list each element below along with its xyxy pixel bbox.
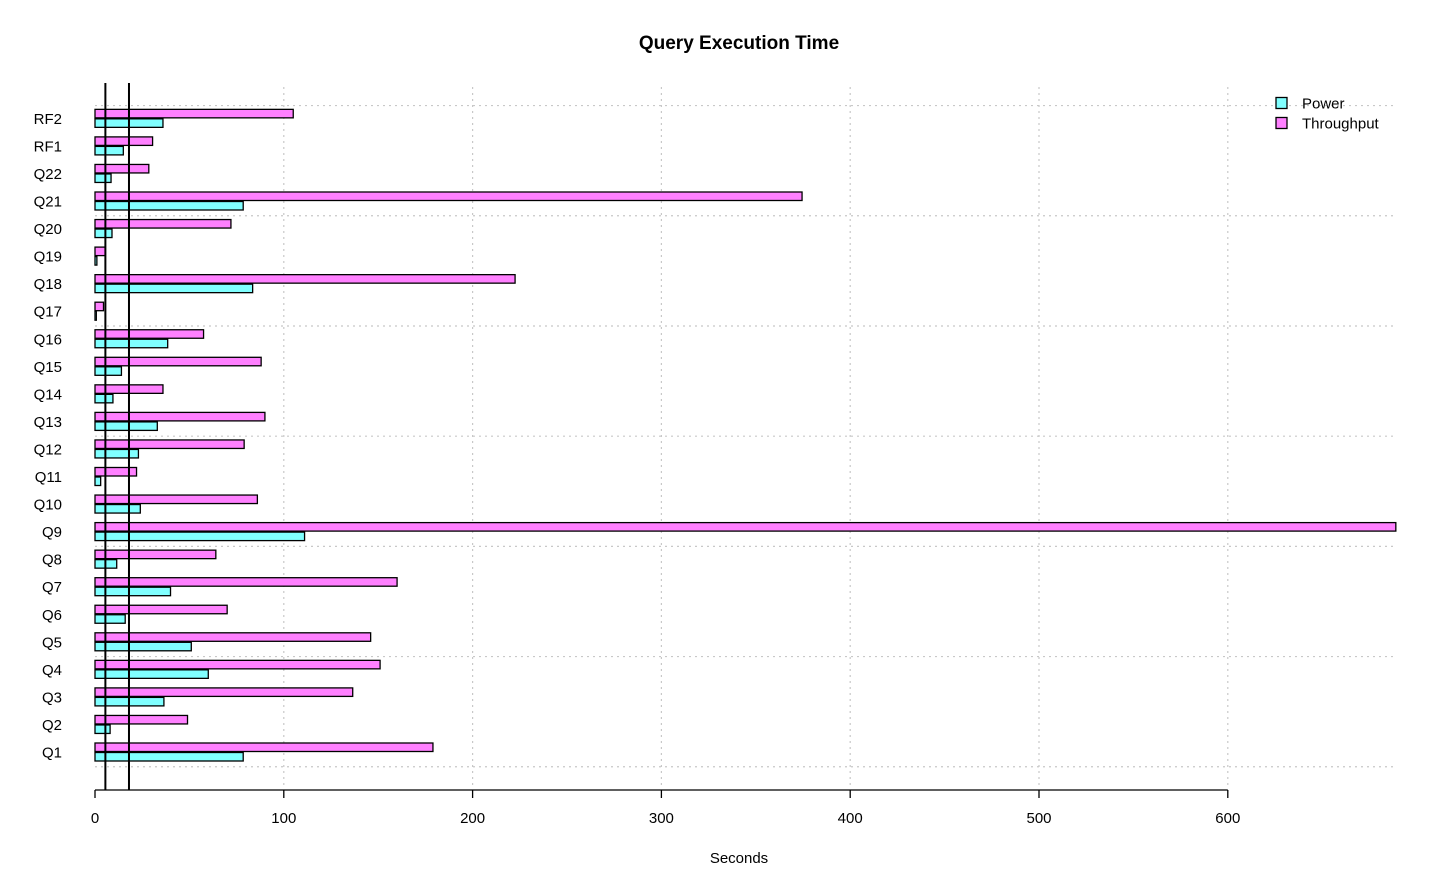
bar-throughput-q9 — [94, 521, 1397, 532]
category-label: RF1 — [34, 138, 62, 155]
chart-title: Query Execution Time — [639, 33, 839, 54]
bar-throughput-q17 — [94, 301, 105, 312]
bar-throughput-q2 — [94, 714, 189, 725]
legend-label-power: Power — [1302, 96, 1345, 113]
bar-throughput-q13 — [94, 411, 266, 422]
legend-swatch-throughput — [1275, 116, 1288, 130]
x-tick-label: 400 — [838, 810, 863, 827]
bar-throughput-q3 — [94, 687, 354, 698]
category-label: Q22 — [34, 166, 62, 183]
bar-throughput-q4 — [94, 659, 381, 670]
bar-power-q6 — [94, 614, 126, 624]
bar-throughput-q8 — [94, 549, 217, 560]
bar-throughput-q15 — [94, 356, 262, 367]
bar-power-q13 — [94, 421, 158, 432]
bar-power-q11 — [94, 476, 102, 487]
bar-power-q20 — [94, 228, 113, 239]
category-label: Q19 — [34, 249, 62, 266]
bar-power-q22 — [94, 173, 112, 184]
legend-swatch-power — [1275, 96, 1288, 110]
bar-throughput-q7 — [94, 577, 398, 587]
bar-throughput-q20 — [94, 218, 232, 229]
category-label: Q17 — [34, 304, 62, 321]
bar-throughput-rf1 — [94, 136, 154, 147]
bar-power-q15 — [94, 366, 123, 376]
category-label: Q11 — [35, 469, 62, 486]
x-tick-label: 600 — [1215, 810, 1240, 827]
bar-power-q17 — [94, 311, 97, 321]
category-label: Q4 — [42, 662, 62, 679]
category-label: Q16 — [34, 331, 62, 348]
bar-power-q12 — [94, 448, 140, 459]
bar-power-rf1 — [94, 145, 124, 156]
bar-throughput-q18 — [94, 273, 516, 284]
bar-throughput-q16 — [94, 329, 205, 339]
bar-power-q7 — [94, 586, 172, 597]
x-tick-label: 500 — [1026, 810, 1051, 827]
bar-throughput-q11 — [94, 466, 138, 477]
x-axis-label: Seconds — [710, 850, 768, 867]
x-tick-label: 200 — [460, 810, 485, 827]
category-label: Q10 — [34, 497, 62, 514]
category-label: Q18 — [34, 276, 62, 293]
category-label: Q1 — [42, 745, 62, 762]
category-label: Q21 — [34, 194, 62, 211]
category-labels: Q1 Q2 Q3 Q4 Q5 Q6 Q7 Q8 Q9 Q10 Q11 Q12 Q13 Q14 Q15 Q16 Q… — [34, 111, 62, 762]
bar-throughput-rf2 — [94, 108, 294, 119]
x-axis: 0 100 200 300 400 500 600 — [91, 789, 1240, 827]
x-tick-label: 0 — [91, 810, 99, 827]
category-label: RF2 — [34, 111, 62, 128]
bar-power-q5 — [94, 641, 192, 652]
bar-throughput-q22 — [94, 163, 150, 174]
legend-label-throughput: Throughput — [1302, 116, 1380, 133]
category-label: Q2 — [42, 717, 62, 734]
bar-throughput-q12 — [94, 439, 245, 450]
category-label: Q3 — [42, 689, 62, 706]
x-tick-label: 300 — [649, 810, 674, 827]
grid-lines — [95, 87, 1397, 788]
bar-throughput-q21 — [94, 191, 803, 202]
bar-power-q4 — [94, 669, 209, 679]
bar-power-q18 — [94, 283, 254, 294]
category-label: Q7 — [42, 579, 62, 596]
category-label: Q8 — [42, 552, 62, 569]
bar-throughput-q5 — [94, 632, 372, 642]
bar-power-q16 — [94, 338, 169, 349]
category-label: Q14 — [34, 386, 62, 403]
bar-throughput-q10 — [94, 494, 259, 505]
category-label: Q12 — [34, 441, 62, 458]
bar-power-q9 — [94, 531, 306, 542]
bar-power-q14 — [94, 393, 114, 404]
bar-power-q19 — [94, 255, 98, 266]
category-label: Q15 — [34, 359, 62, 376]
bar-throughput-q19 — [94, 246, 107, 257]
category-label: Q5 — [42, 634, 62, 651]
bar-power-q10 — [94, 503, 141, 514]
bar-power-q2 — [94, 724, 111, 735]
legend: Power Throughput — [1275, 96, 1380, 133]
category-label: Q20 — [34, 221, 62, 238]
bar-power-q21 — [94, 200, 244, 211]
x-tick-label: 100 — [271, 810, 296, 827]
bar-throughput-q1 — [94, 742, 434, 753]
bar-power-q1 — [94, 751, 244, 762]
bar-throughput-q6 — [94, 604, 228, 615]
category-label: Q13 — [34, 414, 62, 431]
bars — [94, 108, 1397, 762]
category-label: Q9 — [42, 524, 62, 541]
reference-lines — [104, 83, 130, 790]
category-label: Q6 — [42, 607, 62, 624]
